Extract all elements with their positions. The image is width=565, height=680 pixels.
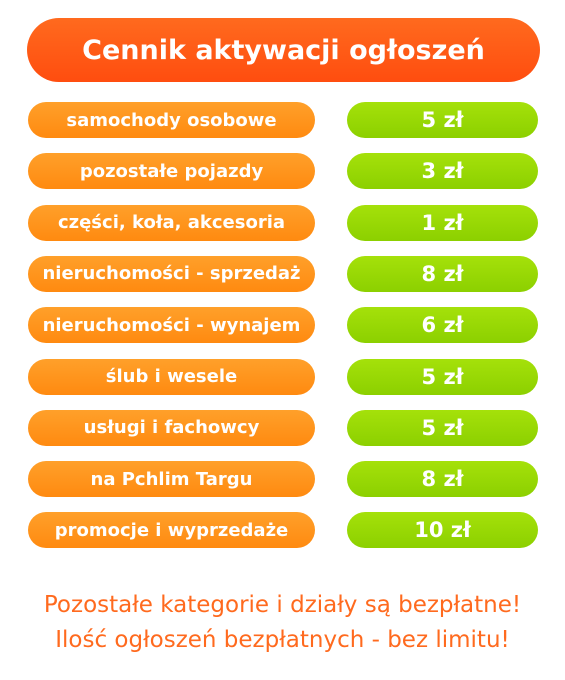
price-label: 6 zł	[347, 307, 538, 344]
footer-note: Pozostałe kategorie i działy są bezpłatn…	[43, 592, 522, 618]
category-label: na Pchlim Targu	[28, 461, 315, 498]
category-label: usługi i fachowcy	[28, 409, 315, 446]
category-label: promocje i wyprzedaże	[28, 512, 315, 549]
price-label: 5 zł	[347, 409, 538, 446]
price-label: 8 zł	[347, 255, 538, 292]
footer-note: Ilość ogłoszeń bezpłatnych - bez limitu!	[55, 627, 510, 653]
price-label: 3 zł	[347, 153, 538, 190]
category-label: nieruchomości - wynajem	[28, 307, 315, 344]
category-label: samochody osobowe	[28, 102, 315, 138]
title: Cennik aktywacji ogłoszeń	[27, 18, 540, 82]
price-label: 1 zł	[347, 204, 538, 241]
price-label: 5 zł	[347, 358, 538, 395]
price-label: 5 zł	[347, 102, 538, 138]
category-label: części, koła, akcesoria	[28, 204, 315, 241]
category-label: ślub i wesele	[28, 358, 315, 395]
price-label: 10 zł	[347, 512, 538, 549]
category-label: nieruchomości - sprzedaż	[28, 255, 315, 292]
price-label: 8 zł	[347, 461, 538, 498]
category-label: pozostałe pojazdy	[28, 153, 315, 190]
